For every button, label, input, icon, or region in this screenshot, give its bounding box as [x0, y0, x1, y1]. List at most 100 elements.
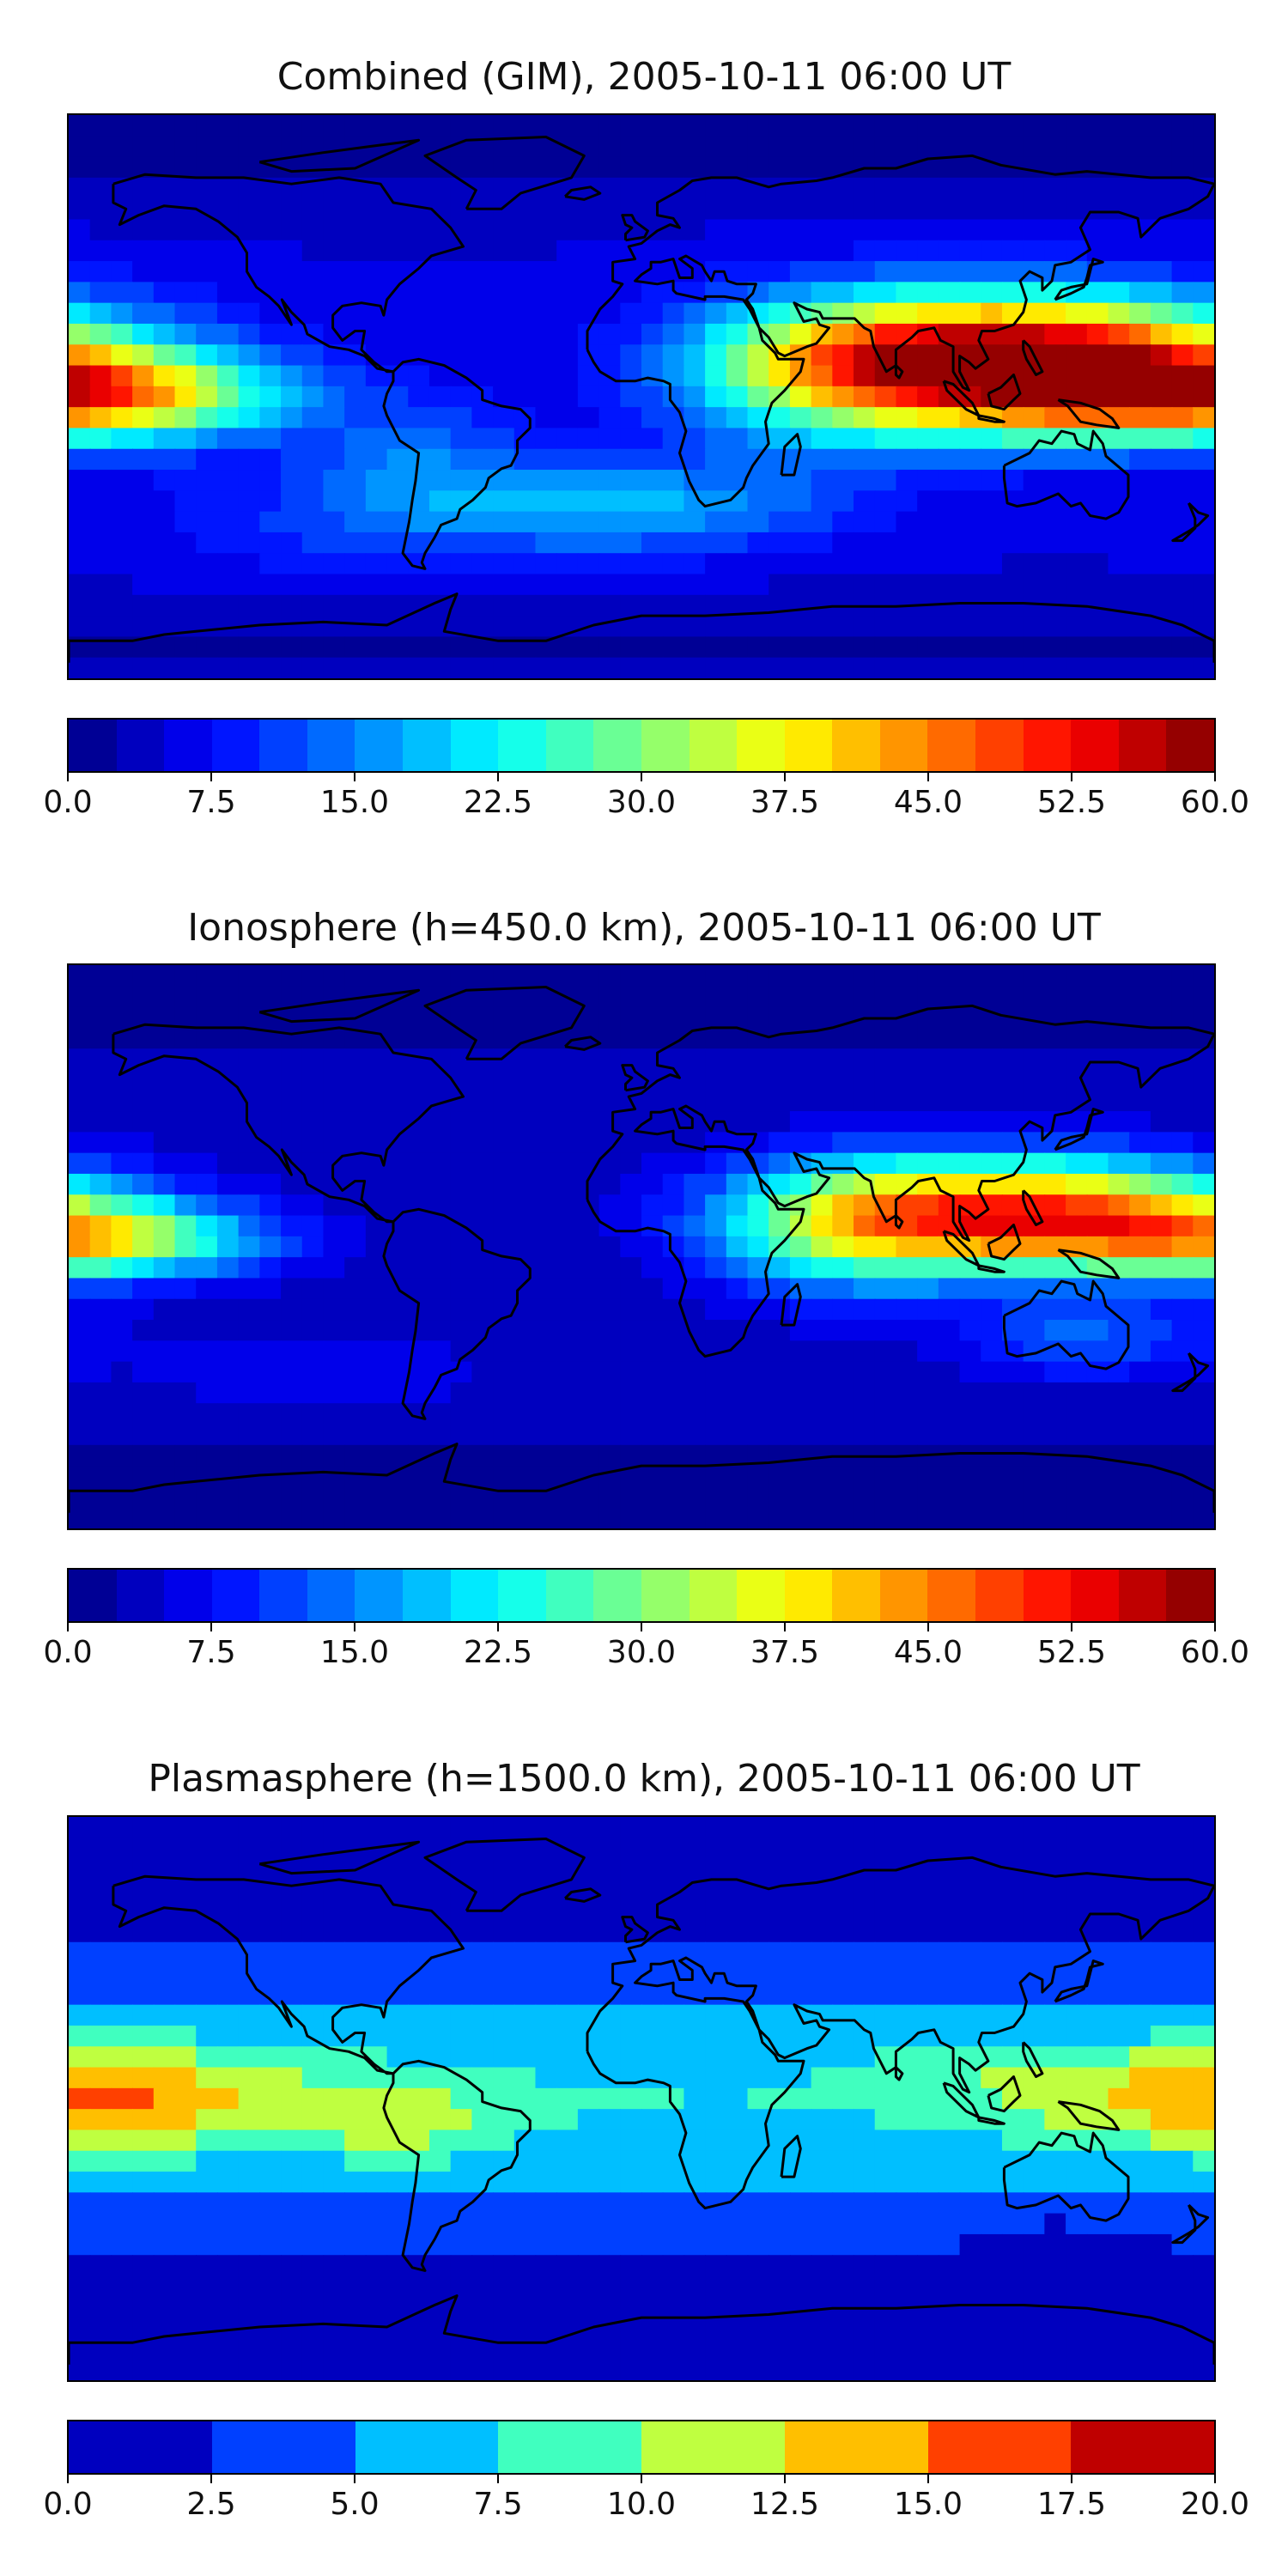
- heat-cell: [662, 323, 685, 346]
- heat-cell: [641, 657, 664, 678]
- heat-cell: [874, 511, 897, 533]
- heat-cell: [238, 282, 261, 304]
- heat-cell: [386, 511, 410, 533]
- heat-cell: [662, 2046, 685, 2069]
- heat-cell: [747, 2255, 770, 2277]
- heat-cell: [1171, 2046, 1194, 2069]
- heat-cell: [938, 657, 961, 678]
- heat-cell: [1129, 1984, 1151, 2006]
- heat-cell: [1023, 1941, 1046, 1964]
- heat-cell: [938, 407, 961, 429]
- heat-cell: [301, 1236, 325, 1258]
- heat-cell: [153, 1298, 176, 1321]
- heat-cell: [493, 574, 515, 596]
- heat-cell: [1086, 1486, 1109, 1509]
- heat-cell: [89, 261, 112, 283]
- heat-cell: [111, 1340, 133, 1363]
- heat-cell: [89, 1111, 112, 1133]
- heat-cell: [344, 115, 367, 137]
- heat-cell: [917, 1466, 939, 1488]
- heat-cell: [1044, 2046, 1066, 2069]
- heat-cell: [832, 616, 854, 638]
- heat-cell: [1066, 965, 1088, 987]
- heat-cell: [1129, 177, 1151, 199]
- heat-cell: [153, 323, 176, 346]
- heat-cell: [598, 344, 622, 367]
- heat-cell: [789, 532, 812, 555]
- heat-cell: [683, 2109, 706, 2131]
- colorbar-bin: [832, 720, 880, 771]
- heat-cell: [365, 1298, 388, 1321]
- heat-cell: [535, 511, 557, 533]
- heat-cell: [662, 2255, 685, 2277]
- heat-cell: [344, 282, 367, 304]
- heat-cell: [196, 1963, 218, 1985]
- heat-cell: [726, 1090, 749, 1112]
- heat-cell: [789, 407, 812, 429]
- heat-cell: [1150, 2255, 1173, 2277]
- heat-cell: [896, 986, 918, 1008]
- heat-cell: [1086, 2067, 1109, 2089]
- heat-cell: [513, 261, 537, 283]
- heat-cell: [513, 407, 537, 429]
- heat-cell: [513, 136, 537, 158]
- heat-cell: [1171, 428, 1194, 450]
- heat-cell: [747, 1984, 770, 2006]
- heat-cell: [1150, 1507, 1173, 1528]
- heat-cell: [556, 1340, 579, 1363]
- heat-cell: [789, 136, 812, 158]
- heat-cell: [408, 156, 430, 179]
- heat-cell: [1066, 1858, 1088, 1880]
- heat-cell: [323, 2296, 345, 2318]
- heat-cell: [535, 240, 557, 262]
- heat-cell: [811, 1507, 834, 1528]
- heat-cell: [683, 636, 706, 659]
- heat-cell: [683, 1069, 706, 1091]
- heat-cell: [917, 198, 939, 221]
- heat-cell: [301, 2129, 325, 2152]
- heat-cell: [1129, 1152, 1151, 1175]
- heat-cell: [408, 636, 430, 659]
- heat-cell: [365, 115, 388, 137]
- heat-cell: [216, 365, 240, 387]
- heat-cell: [513, 115, 537, 137]
- heat-cell: [535, 1278, 557, 1300]
- heat-cell: [1129, 616, 1151, 638]
- heat-cell: [789, 2233, 812, 2257]
- heat-cell: [854, 1424, 876, 1446]
- heat-cell: [747, 636, 770, 659]
- heat-cell: [365, 2172, 388, 2194]
- heat-cell: [938, 2004, 961, 2026]
- heat-cell: [153, 1879, 176, 1901]
- heat-cell: [111, 1817, 133, 1839]
- heat-cell: [854, 386, 876, 408]
- heat-cell: [428, 1507, 452, 1528]
- heat-cell: [1150, 365, 1173, 387]
- heat-cell: [281, 2255, 303, 2277]
- heat-cell: [1150, 1403, 1173, 1425]
- heat-cell: [238, 198, 261, 221]
- heat-cell: [450, 1132, 473, 1154]
- heat-cell: [556, 2172, 579, 2194]
- heat-cell: [1044, 2338, 1066, 2360]
- heat-cell: [959, 1173, 982, 1196]
- heat-cell: [259, 1215, 282, 1237]
- heat-cell: [705, 282, 727, 304]
- heat-cell: [1171, 1879, 1194, 1901]
- heat-cell: [259, 1298, 282, 1321]
- heat-cell: [896, 1111, 918, 1133]
- heat-cell: [69, 2318, 91, 2340]
- heat-cell: [620, 2213, 642, 2235]
- heat-cell: [641, 448, 664, 471]
- heat-cell: [1129, 261, 1151, 283]
- colorbar-tick-label: 30.0: [606, 1635, 677, 1670]
- heat-cell: [301, 1215, 325, 1237]
- heat-cell: [89, 2233, 112, 2257]
- heat-cell: [811, 965, 834, 987]
- heat-cell: [854, 1466, 876, 1488]
- heat-cell: [959, 1298, 982, 1321]
- heat-cell: [854, 1111, 876, 1133]
- heat-cell: [620, 1444, 642, 1467]
- heat-cell: [428, 448, 452, 471]
- heat-cell: [874, 428, 897, 450]
